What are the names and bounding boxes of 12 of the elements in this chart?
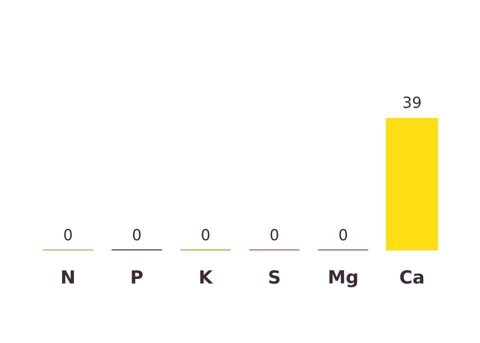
data-label: 0 (339, 228, 348, 240)
x-tick-label: K (200, 270, 214, 284)
x-tick-label: P (132, 270, 143, 284)
x-tick-label: S (269, 270, 280, 284)
data-label: 0 (132, 228, 141, 240)
data-label: 0 (270, 228, 278, 240)
data-label: 0 (64, 228, 72, 240)
x-tick-label: N (62, 270, 74, 284)
x-tick-label: Ca (400, 270, 424, 284)
x-tick-label: Mg (329, 270, 358, 288)
data-label: 0 (202, 228, 210, 240)
data-label: 39 (403, 96, 421, 108)
